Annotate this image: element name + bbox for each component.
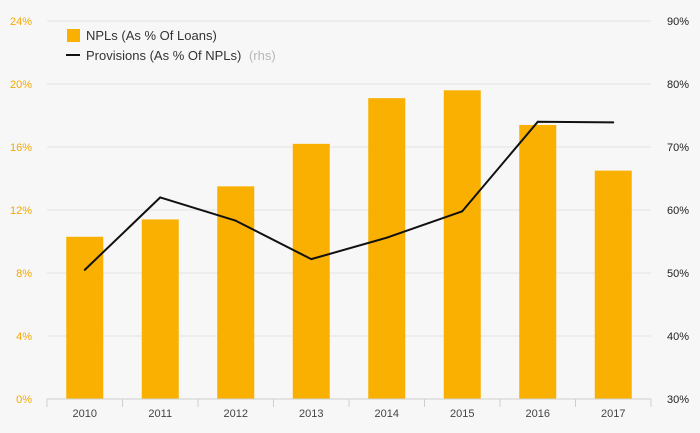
provisions-point xyxy=(461,210,464,213)
x-tick-label: 2010 xyxy=(73,408,97,420)
npl-bar xyxy=(217,186,255,399)
npl-bars xyxy=(66,90,632,400)
npl-bar xyxy=(141,219,179,399)
right-tick-label: 80% xyxy=(667,79,689,91)
right-tick-label: 90% xyxy=(667,16,689,28)
x-tick-label: 2017 xyxy=(601,408,625,420)
x-tick-label: 2016 xyxy=(526,408,550,420)
npl-bar xyxy=(368,98,406,400)
x-axis: 2010 2011 2012 2013 2014 2015 2016 2017 xyxy=(46,398,652,420)
provisions-line xyxy=(83,120,615,271)
provisions-point xyxy=(612,121,615,124)
provisions-line-path xyxy=(84,120,614,271)
npl-bar xyxy=(66,236,104,399)
legend: NPLs (As % Of Loans) Provisions (As % Of… xyxy=(66,28,276,63)
x-tick-label: 2014 xyxy=(375,408,399,420)
right-tick-label: 50% xyxy=(667,268,689,280)
x-tick-label: 2013 xyxy=(299,408,323,420)
provisions-point xyxy=(83,268,86,271)
left-tick-label: 12% xyxy=(10,205,32,217)
right-tick-label: 60% xyxy=(667,205,689,217)
left-tick-label: 24% xyxy=(10,16,32,28)
provisions-point xyxy=(385,236,388,239)
provisions-point xyxy=(536,120,539,123)
legend-bar-label: NPLs (As % Of Loans) xyxy=(86,28,217,43)
left-tick-label: 20% xyxy=(10,79,32,91)
npl-bar xyxy=(519,124,557,399)
legend-line-suffix: (rhs) xyxy=(249,48,276,63)
svg-text:Provisions (As % Of NPLs): Provisions (As % Of NPLs) (rhs) xyxy=(86,48,276,63)
left-tick-label: 0% xyxy=(16,394,32,406)
npl-bar xyxy=(443,90,481,400)
legend-bar-swatch xyxy=(67,29,80,42)
x-tick-label: 2012 xyxy=(224,408,248,420)
provisions-point xyxy=(234,219,237,222)
right-axis: 30% 40% 50% 60% 70% 80% 90% xyxy=(667,16,689,406)
provisions-point xyxy=(159,196,162,199)
left-tick-label: 4% xyxy=(16,331,32,343)
npl-bar xyxy=(594,170,632,399)
left-tick-label: 8% xyxy=(16,268,32,280)
x-tick-label: 2015 xyxy=(450,408,474,420)
right-tick-label: 70% xyxy=(667,142,689,154)
gridlines xyxy=(47,20,651,337)
provisions-point xyxy=(310,258,313,261)
left-axis: 0% 4% 8% 12% 16% 20% 24% xyxy=(10,16,32,406)
x-tick-label: 2011 xyxy=(148,408,172,420)
right-tick-label: 40% xyxy=(667,331,689,343)
left-tick-label: 16% xyxy=(10,142,32,154)
right-tick-label: 30% xyxy=(667,394,689,406)
legend-line-label: Provisions (As % Of NPLs) xyxy=(86,48,241,63)
npl-bar xyxy=(292,143,330,399)
